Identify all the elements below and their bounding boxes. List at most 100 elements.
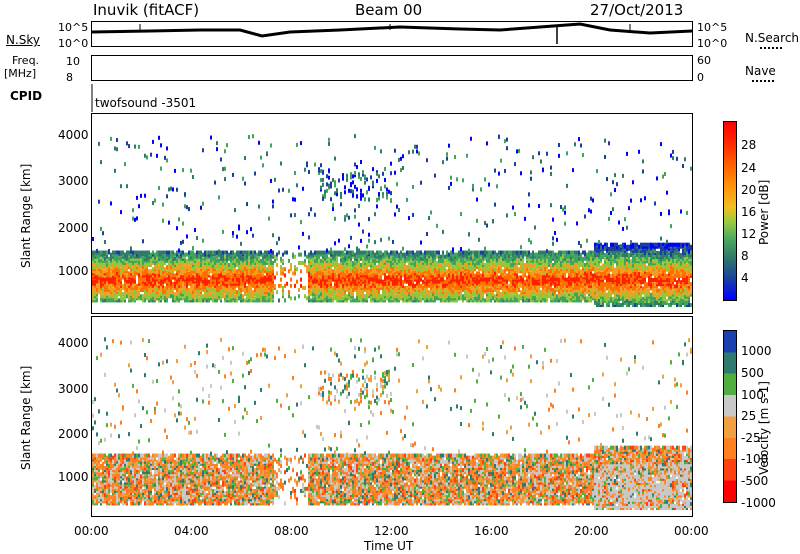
heatmap-cell: [220, 285, 222, 290]
heatmap-cell: [98, 254, 100, 259]
heatmap-cell: [528, 192, 530, 197]
heatmap-cell: [554, 252, 556, 257]
heatmap-cell: [344, 290, 346, 295]
heatmap-cell: [314, 250, 316, 255]
heatmap-cell: [358, 203, 360, 208]
heatmap-cell: [478, 279, 480, 284]
heatmap-cell: [124, 298, 126, 303]
heatmap-cell: [552, 271, 554, 276]
heatmap-cell: [172, 258, 174, 263]
heatmap-cell: [544, 283, 546, 288]
nave-tick-top: 60: [697, 54, 711, 67]
heatmap-cell: [426, 271, 428, 276]
heatmap-cell: [170, 186, 172, 191]
heatmap-cell: [134, 298, 136, 303]
heatmap-cell: [328, 269, 330, 274]
heatmap-cell: [514, 290, 516, 295]
heatmap-cell: [260, 263, 262, 268]
heatmap-cell: [426, 288, 428, 293]
heatmap-cell: [504, 277, 506, 282]
heatmap-cell: [200, 288, 202, 293]
heatmap-cell: [214, 269, 216, 274]
heatmap-cell: [220, 252, 222, 257]
heatmap-cell: [356, 290, 358, 295]
heatmap-cell: [224, 281, 226, 286]
heatmap-cell: [436, 296, 438, 301]
heatmap-cell: [114, 258, 116, 263]
heatmap-cell: [122, 265, 124, 270]
heatmap-cell: [488, 260, 490, 265]
heatmap-cell: [556, 288, 558, 293]
heatmap-cell: [528, 252, 530, 257]
heatmap-cell: [510, 263, 512, 268]
heatmap-cell: [448, 283, 450, 288]
heatmap-cell: [316, 258, 318, 263]
heatmap-cell: [122, 298, 124, 303]
heatmap-cell: [136, 294, 138, 299]
heatmap-cell: [492, 285, 494, 290]
heatmap-cell: [456, 263, 458, 268]
heatmap-cell: [436, 273, 438, 278]
heatmap-cell: [512, 252, 514, 257]
heatmap-cell: [528, 254, 530, 259]
heatmap-cell: [180, 275, 182, 280]
heatmap-cell: [294, 213, 296, 218]
heatmap-cell: [484, 298, 486, 303]
heatmap-cell: [262, 285, 264, 290]
heatmap-cell: [138, 273, 140, 278]
heatmap-cell: [472, 263, 474, 268]
heatmap-cell: [108, 271, 110, 276]
heatmap-cell: [470, 260, 472, 265]
heatmap-cell: [104, 277, 106, 282]
heatmap-cell: [162, 258, 164, 263]
heatmap-cell: [128, 273, 130, 278]
heatmap-cell: [386, 250, 388, 255]
heatmap-cell: [254, 273, 256, 278]
heatmap-cell: [324, 275, 326, 280]
heatmap-cell: [484, 277, 486, 282]
heatmap-cell: [320, 163, 322, 168]
heatmap-cell: [192, 271, 194, 276]
heatmap-cell: [424, 271, 426, 276]
heatmap-cell: [558, 143, 560, 148]
heatmap-cell: [468, 265, 470, 270]
heatmap-cell: [356, 260, 358, 265]
heatmap-cell: [160, 298, 162, 303]
heatmap-cell: [428, 250, 430, 255]
heatmap-cell: [250, 267, 252, 272]
heatmap-cell: [330, 267, 332, 272]
heatmap-cell: [136, 288, 138, 293]
heatmap-cell: [384, 177, 386, 182]
heatmap-cell: [522, 258, 524, 263]
heatmap-cell: [326, 250, 328, 255]
heatmap-cell: [474, 279, 476, 284]
heatmap-cell: [396, 269, 398, 274]
heatmap-cell: [102, 263, 104, 268]
heatmap-cell: [434, 296, 436, 301]
heatmap-cell: [220, 271, 222, 276]
heatmap-cell: [194, 263, 196, 268]
heatmap-cell: [262, 298, 264, 303]
heatmap-cell: [522, 252, 524, 257]
heatmap-cell: [452, 247, 454, 252]
heatmap-cell: [134, 263, 136, 268]
heatmap-cell: [446, 288, 448, 293]
heatmap-cell: [260, 281, 262, 286]
heatmap-cell: [502, 263, 504, 268]
heatmap-cell: [220, 256, 222, 261]
heatmap-cell: [530, 271, 532, 276]
heatmap-cell: [380, 298, 382, 303]
heatmap-cell: [112, 288, 114, 293]
heatmap-cell: [148, 290, 150, 295]
heatmap-cell: [172, 275, 174, 280]
heatmap-cell: [266, 256, 268, 261]
heatmap-cell: [404, 256, 406, 261]
heatmap-cell: [420, 285, 422, 290]
heatmap-cell: [120, 290, 122, 295]
heatmap-cell: [92, 275, 94, 280]
heatmap-cell: [170, 250, 172, 255]
heatmap-cell: [426, 296, 428, 301]
heatmap-cell: [316, 256, 318, 261]
heatmap-cell: [94, 275, 96, 280]
heatmap-cell: [346, 173, 348, 178]
